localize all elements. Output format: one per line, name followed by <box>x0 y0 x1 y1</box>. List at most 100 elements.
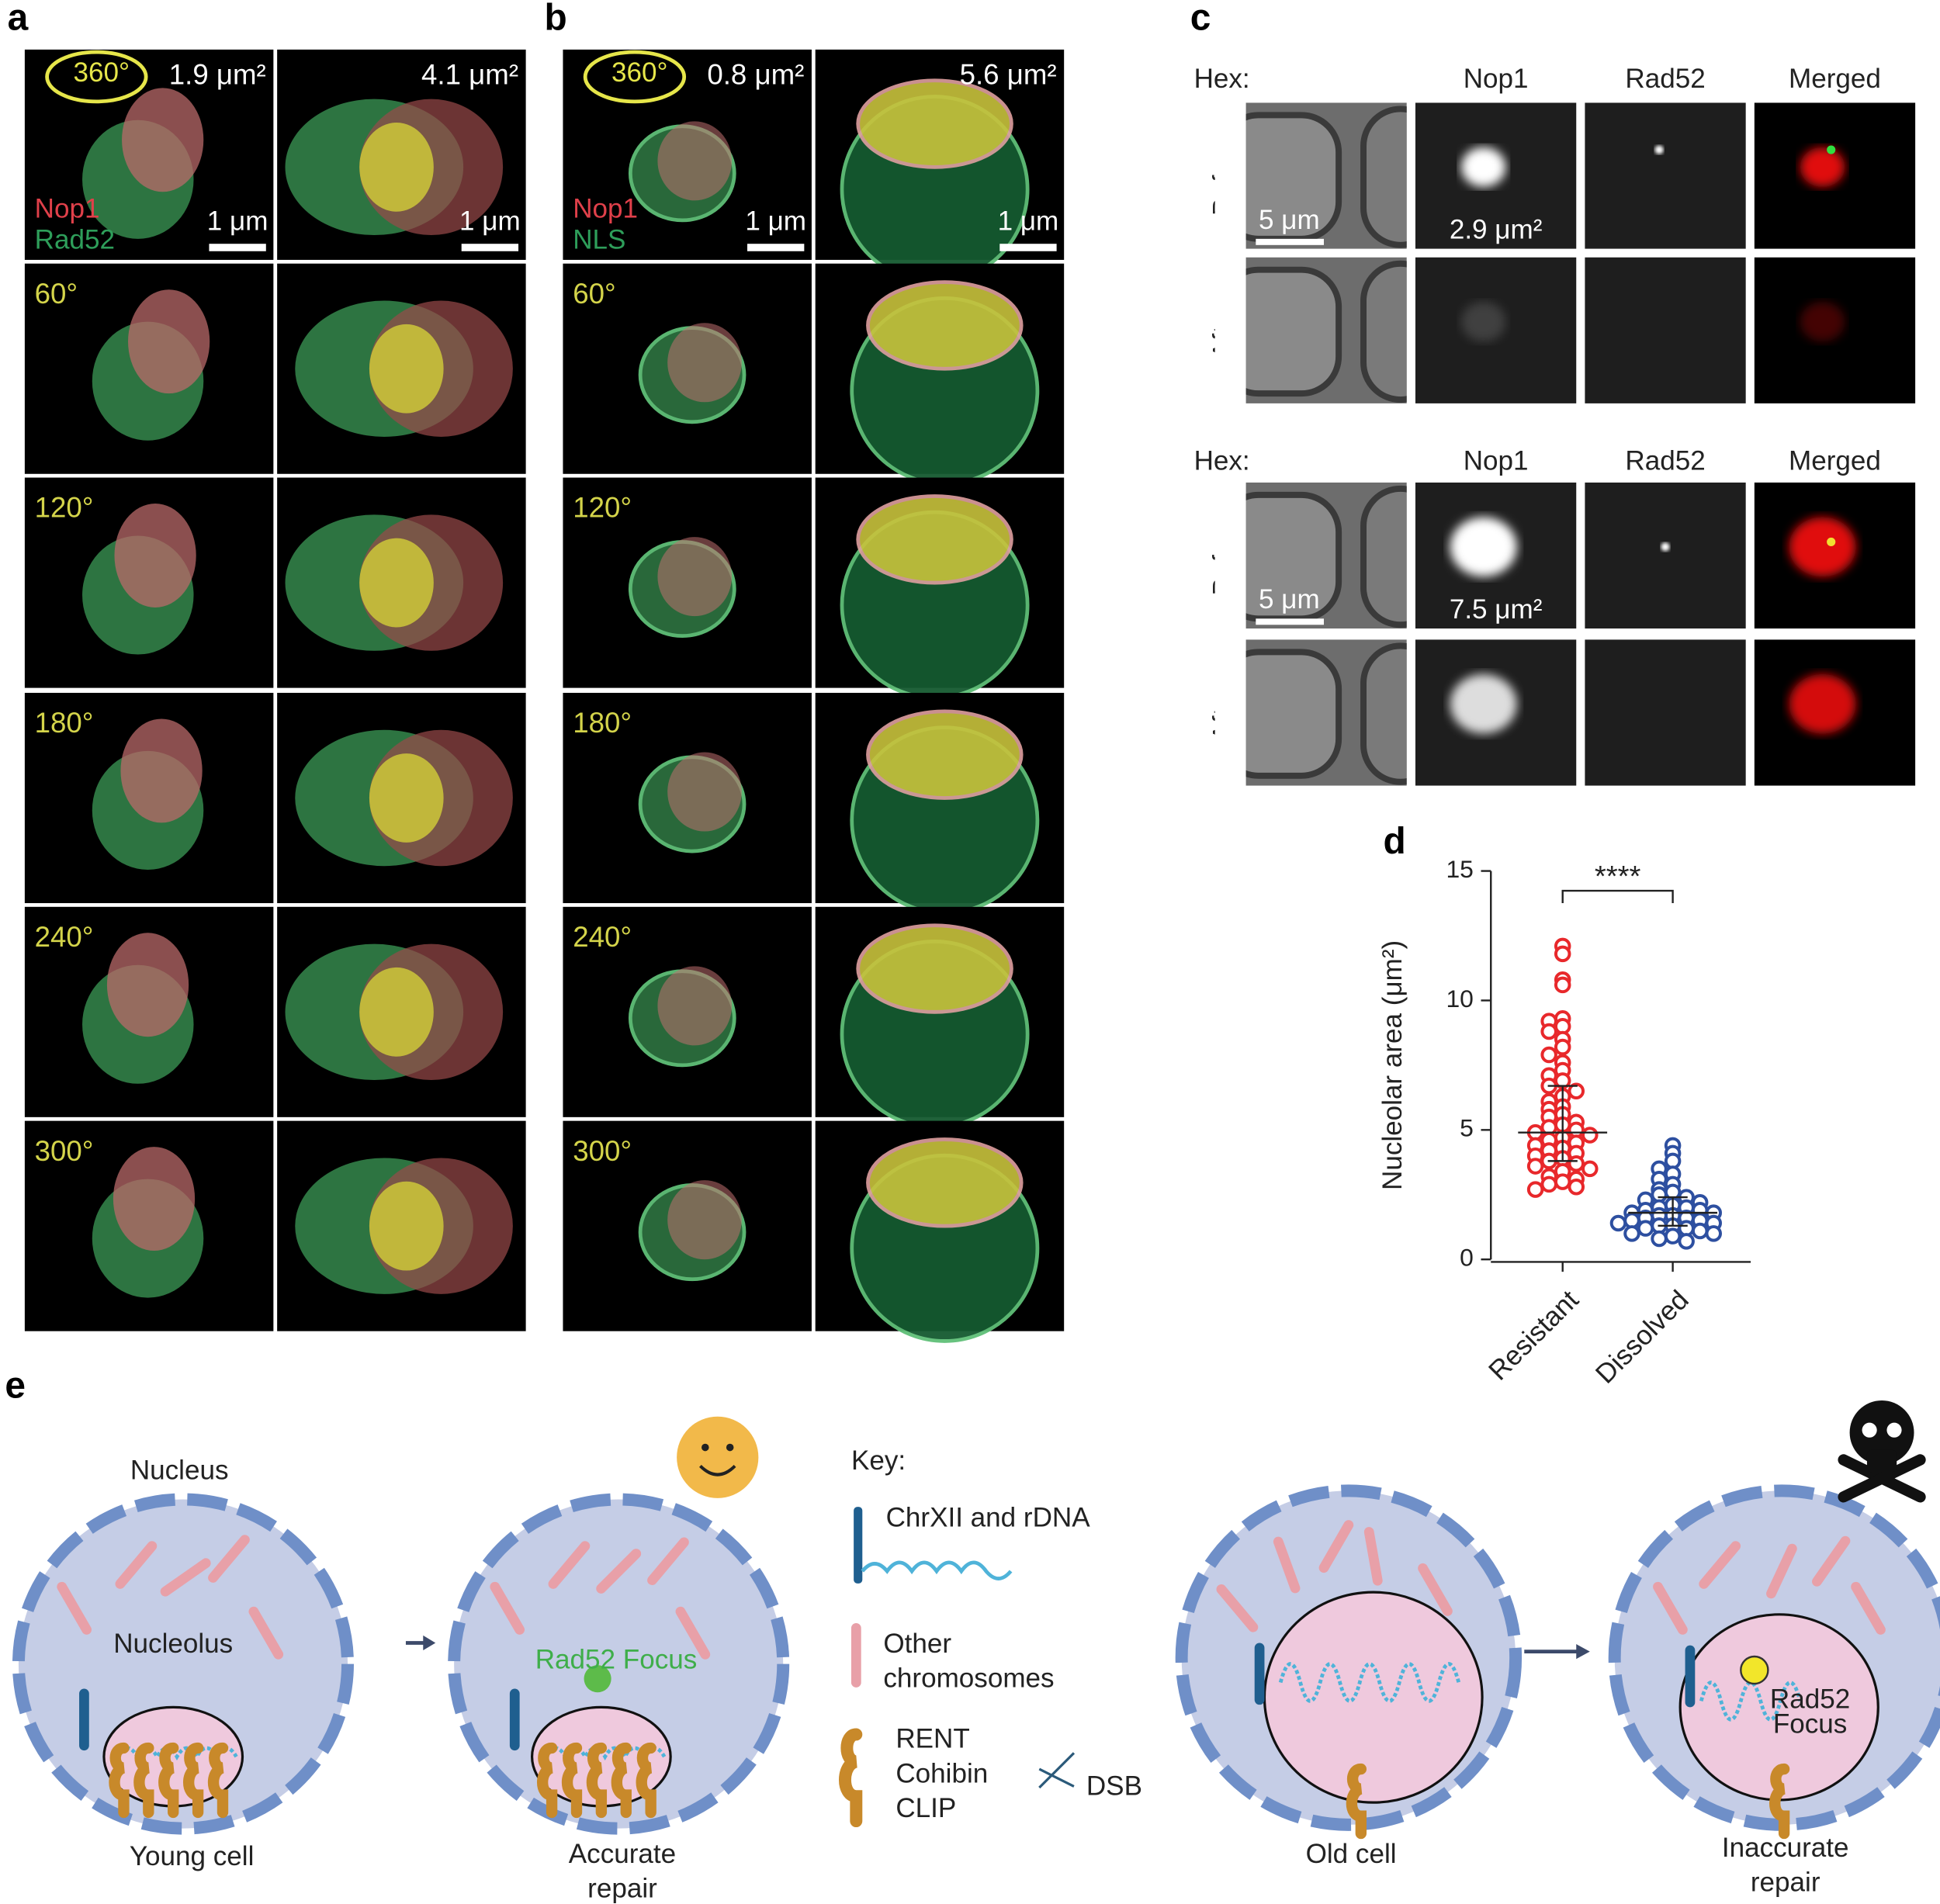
chromosome <box>1273 1536 1301 1594</box>
rdna <box>1699 1681 1803 1722</box>
data-point <box>1568 1155 1585 1172</box>
column-label: Nop1 <box>1464 446 1529 476</box>
rotation-icon <box>583 50 687 104</box>
protein <box>561 1742 583 1819</box>
chromosome <box>115 1541 158 1589</box>
caption: Accurate <box>569 1839 676 1869</box>
chromosome <box>548 1541 591 1589</box>
data-point <box>1554 1173 1571 1190</box>
tile-clip <box>1214 257 1246 403</box>
significance-label: **** <box>1595 860 1641 893</box>
angle-label: 60° <box>35 278 78 310</box>
angle-label: 240° <box>35 921 94 953</box>
y-tick-label: 15 <box>1446 855 1473 883</box>
protein <box>109 1742 130 1819</box>
angle-label: 120° <box>35 492 94 524</box>
surface <box>866 709 1024 800</box>
data-point <box>1705 1225 1722 1242</box>
rotation-icon <box>45 50 148 104</box>
panel-label: a <box>8 0 29 38</box>
chromosome <box>490 1581 525 1635</box>
significance-bracket <box>1561 889 1674 904</box>
chrxii <box>509 1688 520 1751</box>
chromosome <box>1653 1581 1688 1635</box>
surface <box>657 966 733 1046</box>
chromosome <box>57 1581 92 1635</box>
focus-label: Rad52 Focus <box>535 1645 698 1675</box>
angle-label: 180° <box>573 707 632 739</box>
chromosome <box>675 1606 711 1660</box>
focus-label: Focus <box>1773 1709 1847 1740</box>
tile-clip <box>1406 102 1415 249</box>
nucleus-label: Nucleus <box>130 1456 229 1486</box>
chromosome <box>1699 1541 1741 1589</box>
column-label: Merged <box>1789 446 1881 476</box>
nucleolus-label: Nucleolus <box>113 1629 233 1659</box>
panel-c: Hex:Nop1Rad52MergedBefore5 μm2.9 μm²Afte… <box>1194 64 1916 786</box>
focus-dot <box>1740 1655 1769 1685</box>
nop1-signal <box>1450 517 1517 577</box>
area-label: 4.1 μm² <box>421 59 518 91</box>
smiley-eye <box>726 1443 734 1452</box>
surface <box>856 494 1013 585</box>
column-label: Merged <box>1789 64 1881 94</box>
rotation-label: 360° <box>73 57 130 88</box>
key-rdna <box>861 1560 1013 1580</box>
angle-label: 300° <box>35 1135 94 1167</box>
legend-label: Nop1 <box>573 193 638 223</box>
chrxii <box>79 1688 89 1751</box>
y-axis-label: Nucleolar area (μm²) <box>1377 940 1408 1190</box>
angle-label: 240° <box>573 921 632 953</box>
protein <box>208 1742 229 1819</box>
chromosome <box>1363 1527 1383 1586</box>
key-chrxii <box>854 1507 863 1584</box>
column-label: Rad52 <box>1625 446 1705 476</box>
chromosome <box>248 1606 284 1660</box>
surface <box>369 324 444 414</box>
data-point <box>1554 976 1571 994</box>
surface <box>359 967 434 1057</box>
data-point <box>1637 1220 1654 1237</box>
scale-bar-label: 1 μm <box>459 206 521 236</box>
scale-bar-label: 5 μm <box>1259 584 1320 614</box>
rad52-focus <box>1661 542 1670 552</box>
arrowhead <box>1576 1644 1590 1660</box>
x-tick-label: Resistant <box>1483 1284 1585 1386</box>
protein <box>611 1742 632 1819</box>
data-point <box>1691 1222 1709 1240</box>
data-point <box>1581 1127 1599 1144</box>
scale-bar-label: 1 μm <box>998 206 1059 236</box>
caption: repair <box>587 1874 657 1904</box>
surface <box>120 718 203 823</box>
surface <box>113 1147 196 1251</box>
nop1-signal <box>1460 147 1506 187</box>
surface <box>667 752 742 832</box>
chromosome <box>160 1558 211 1597</box>
merged-signal <box>1800 302 1845 342</box>
protein <box>1769 1763 1790 1840</box>
key-protein <box>839 1728 863 1828</box>
surface <box>359 122 434 212</box>
chromosome <box>596 1549 642 1594</box>
caption: Young cell <box>130 1841 255 1871</box>
caption: Old cell <box>1306 1839 1397 1869</box>
merged-signal <box>1800 147 1845 187</box>
data-point <box>1554 1038 1571 1056</box>
scale-bar <box>1256 618 1324 625</box>
focus-dot <box>584 1665 611 1693</box>
panel-e: Nucleus Nucleolus Young cell Rad52 Focus… <box>12 1400 1940 1904</box>
protein <box>158 1742 179 1819</box>
key-label: Cohibin <box>896 1758 988 1788</box>
protein <box>133 1742 154 1819</box>
x-tick-label: Dissolved <box>1590 1285 1695 1390</box>
panel-label: e <box>5 1366 26 1407</box>
fluor-tile <box>1585 102 1746 249</box>
surface <box>866 1137 1024 1228</box>
column-label: Nop1 <box>1464 64 1529 94</box>
angle-label: 180° <box>35 707 94 739</box>
data-point <box>1554 945 1571 963</box>
data-point <box>1540 1175 1557 1193</box>
tile-clip <box>1406 257 1415 403</box>
